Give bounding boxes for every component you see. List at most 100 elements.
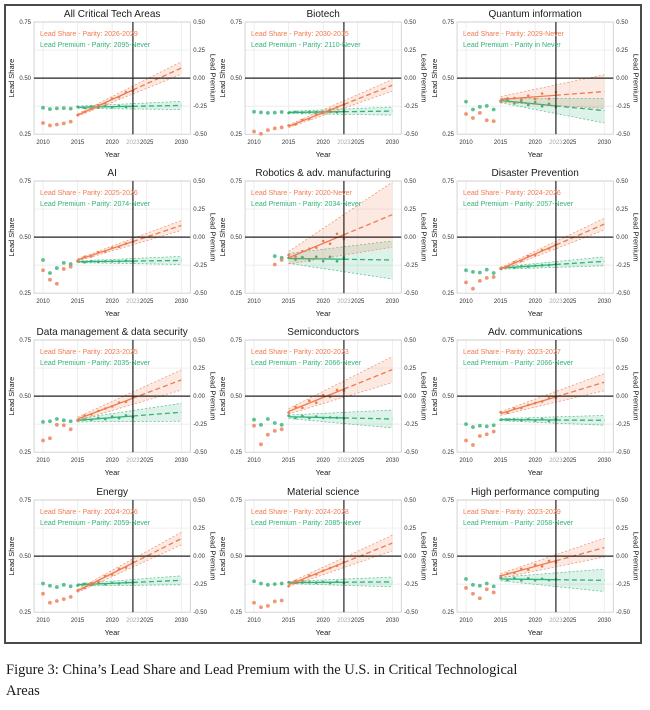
subplot-quantum-information: Quantum information Lead Share - Parity: … [429, 6, 640, 165]
svg-text:0.50: 0.50 [231, 554, 243, 560]
share-point [308, 574, 311, 577]
premium-pre-point [463, 576, 468, 581]
svg-text:-0.25: -0.25 [193, 582, 207, 588]
svg-text:0.25: 0.25 [405, 526, 417, 532]
share-point [505, 571, 509, 575]
share-point [519, 259, 523, 263]
premium-point [322, 260, 325, 263]
x-axis: 2010 2015 2020 2025 2030 2023 Year [248, 618, 400, 637]
x-axis: 2010 2015 2020 2025 2030 2023 Year [459, 459, 611, 478]
share-ci-upper [500, 218, 605, 269]
share-pre-point [280, 598, 284, 603]
share-point [336, 564, 339, 567]
series [463, 373, 605, 448]
share-pre-point [68, 119, 73, 124]
premium-ci-upper [500, 256, 604, 268]
svg-text:0.50: 0.50 [231, 76, 243, 82]
svg-text:-0.50: -0.50 [405, 291, 419, 297]
share-point [308, 399, 311, 403]
share-point [76, 588, 79, 592]
figure-caption: Figure 3: China’s Lead Share and Lead Pr… [6, 660, 644, 702]
premium-pre-point [61, 418, 66, 423]
share-pre-point [484, 587, 489, 591]
share-point [512, 407, 516, 411]
xlabel-year: Year [527, 309, 543, 318]
svg-text:0.75: 0.75 [442, 338, 454, 344]
premium-ci-band [77, 256, 182, 265]
share-point [547, 97, 550, 101]
share-point [498, 574, 502, 577]
svg-text:-0.25: -0.25 [405, 104, 419, 110]
share-fit-observed [288, 234, 345, 259]
subplot-title: Robotics & adv. manufacturing [256, 168, 391, 179]
figure-frame: All Critical Tech Areas Lead Share - Pari… [4, 4, 642, 644]
svg-text:-0.50: -0.50 [193, 291, 207, 297]
share-point [512, 96, 516, 100]
svg-text:0.25: 0.25 [193, 367, 205, 373]
right-axis: 0.50 0.25 0.00 -0.25 -0.50 Lead Premium [193, 20, 217, 138]
vline-year-tick: 2023 [338, 459, 352, 465]
svg-text:-0.25: -0.25 [193, 423, 207, 429]
ylabel-lead-premium: Lead Premium [208, 372, 217, 421]
premium-point [519, 419, 523, 422]
legend-lead-share: Lead Share - Parity: 2024-2026 [463, 190, 561, 197]
share-point [97, 579, 100, 583]
svg-text:-0.25: -0.25 [616, 582, 630, 588]
ylabel-lead-premium: Lead Premium [420, 213, 429, 262]
premium-pre-point [484, 267, 489, 272]
premium-point [110, 260, 114, 263]
premium-point [287, 111, 291, 115]
left-axis: 0.75 0.50 0.25 Lead Share [7, 498, 32, 616]
svg-text:0.50: 0.50 [442, 76, 454, 82]
premium-point [117, 260, 121, 263]
premium-point [547, 264, 550, 267]
subplot-title: AI [107, 168, 116, 179]
share-point [287, 411, 291, 415]
premium-pre-point [273, 581, 278, 586]
premium-point [322, 580, 325, 583]
share-ci-band [288, 182, 393, 265]
premium-ci-lower [288, 113, 393, 116]
svg-text:2020: 2020 [317, 299, 331, 305]
vline-year-tick: 2023 [126, 299, 140, 305]
x-axis: 2010 2015 2020 2025 2030 2023 Year [248, 459, 400, 478]
left-axis: 0.75 0.50 0.25 Lead Share [430, 498, 455, 616]
x-axis: 2010 2015 2020 2025 2030 2023 Year [36, 459, 188, 478]
svg-text:0.25: 0.25 [616, 48, 628, 54]
premium-pre-point [54, 584, 59, 589]
share-pre-point [61, 267, 66, 272]
svg-text:2015: 2015 [282, 618, 296, 624]
premium-pre-point [491, 107, 496, 112]
share-ci-band [288, 357, 393, 415]
share-point [308, 247, 311, 251]
premium-pre-point [68, 262, 73, 267]
premium-point [308, 417, 311, 420]
premium-point [526, 103, 530, 107]
share-pre-point [68, 427, 73, 432]
right-axis: 0.50 0.25 0.00 -0.25 -0.50 Lead Premium [616, 498, 640, 616]
premium-point [124, 259, 128, 263]
share-point [301, 407, 305, 410]
left-axis: 0.75 0.50 0.25 Lead Share [430, 20, 455, 138]
legend-lead-premium: Lead Premium - Parity in Never [463, 42, 561, 49]
share-pre-point [266, 128, 271, 133]
premium-ci-band [500, 568, 604, 592]
premium-point [533, 578, 537, 582]
share-pre-point [54, 598, 59, 603]
svg-text:2030: 2030 [386, 140, 400, 146]
vline-year-tick: 2023 [338, 140, 352, 146]
svg-text:0.50: 0.50 [616, 338, 628, 344]
share-pre-point [266, 603, 271, 608]
ylabel-lead-premium: Lead Premium [208, 531, 217, 580]
share-pre-point [477, 434, 482, 439]
premium-point [315, 255, 318, 259]
ylabel-lead-premium: Lead Premium [631, 531, 640, 580]
svg-text:0.25: 0.25 [19, 291, 31, 297]
premium-point [83, 582, 86, 585]
svg-text:2020: 2020 [528, 459, 542, 465]
svg-text:2030: 2030 [386, 299, 400, 305]
premium-pre-point [48, 583, 52, 588]
premium-point [329, 110, 332, 113]
svg-text:0.00: 0.00 [405, 395, 417, 401]
share-point [505, 97, 509, 100]
